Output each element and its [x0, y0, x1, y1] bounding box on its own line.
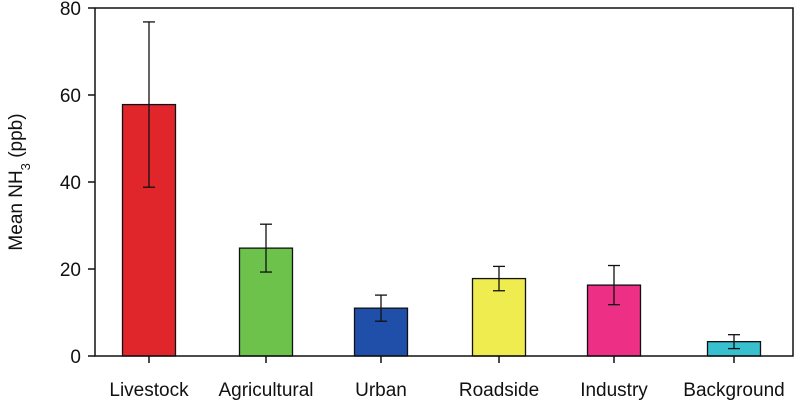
category-labels-layer: Livestock Agricultural Urban Roadside Indust… [109, 380, 784, 401]
error-bar-industry [608, 264, 620, 306]
error-bar-background [728, 334, 740, 350]
error-bar-agricultural [260, 223, 272, 273]
error-bar-livestock [143, 21, 155, 188]
x-tick-label-roadside: Roadside [459, 380, 539, 401]
x-tick-label-urban: Urban [355, 380, 407, 401]
y-axis-label: Mean NH3 (ppb) [6, 113, 33, 250]
error-bar-roadside [493, 265, 505, 292]
y-tick-label: 40 [60, 173, 81, 194]
bar-roadside [471, 277, 527, 357]
y-tick-label: 80 [60, 0, 81, 20]
y-tick-label: 20 [60, 260, 81, 281]
y-tick-label: 0 [70, 347, 81, 368]
error-bars-layer [143, 21, 740, 350]
x-tick-label-background: Background [683, 380, 784, 401]
x-tick-label-industry: Industry [580, 380, 648, 401]
plot-frame [94, 7, 794, 357]
y-ticks-layer: 0 20 40 60 80 [60, 0, 735, 368]
error-bar-urban [375, 294, 387, 322]
y-tick-label: 60 [60, 86, 81, 107]
y-axis-label-subscript: 3 [18, 163, 33, 170]
x-tick-label-livestock: Livestock [109, 380, 189, 401]
bars-layer [121, 103, 762, 357]
y-axis-label-suffix: (ppb) [6, 113, 27, 163]
y-axis-label-prefix: Mean NH [6, 170, 27, 250]
x-tick-label-agricultural: Agricultural [218, 380, 313, 401]
